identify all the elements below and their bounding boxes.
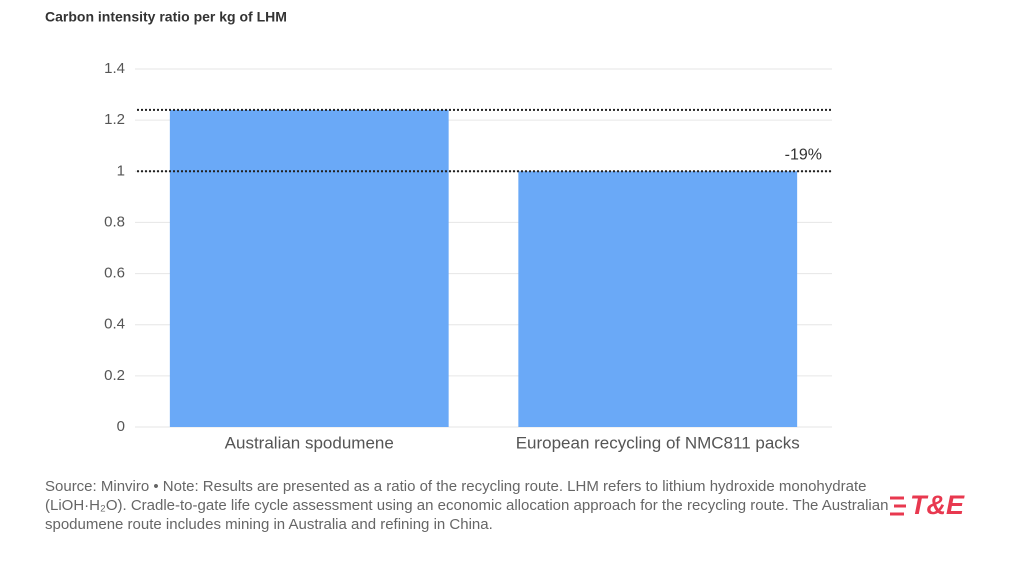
y-tick-label: 1.4 [104, 60, 125, 77]
source-note: Source: Minviro • Note: Results are pres… [45, 478, 889, 533]
logo: T&E [888, 490, 964, 521]
chart-title: Carbon intensity ratio per kg of LHM [45, 9, 287, 25]
logo-text: T&E [910, 490, 964, 520]
bar [518, 171, 798, 427]
x-tick-label: European recycling of NMC811 packs [516, 433, 800, 452]
y-tick-label: 1.2 [104, 111, 125, 128]
chart: Carbon intensity ratio per kg of LHM 0 0.… [45, 9, 832, 452]
y-tick-label: 0.4 [104, 316, 125, 333]
x-tick-label: Australian spodumene [225, 433, 394, 452]
bar [169, 109, 449, 428]
logo-icon [890, 496, 906, 515]
annotation: -19% [785, 147, 822, 164]
y-tick-label: 0.2 [104, 367, 125, 384]
y-tick-label: 0.6 [104, 265, 125, 282]
y-tick-label: 1 [117, 162, 125, 179]
y-tick-label: 0 [117, 418, 125, 435]
y-tick-label: 0.8 [104, 213, 125, 230]
